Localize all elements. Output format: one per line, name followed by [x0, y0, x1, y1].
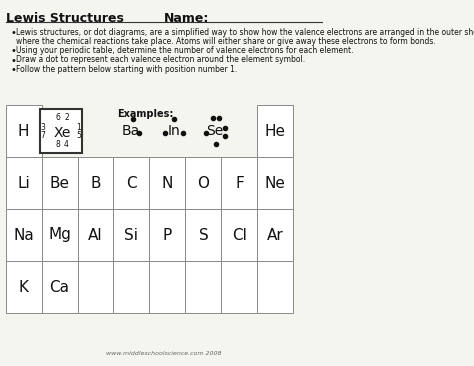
Bar: [113, 261, 149, 313]
Bar: [257, 261, 293, 313]
Text: Ar: Ar: [267, 228, 284, 243]
Bar: [78, 157, 113, 209]
Bar: [113, 209, 149, 261]
Bar: [185, 209, 221, 261]
Text: B: B: [90, 176, 101, 190]
Bar: [221, 261, 257, 313]
Text: Al: Al: [88, 228, 103, 243]
Text: Na: Na: [13, 228, 34, 243]
Bar: [6, 261, 42, 313]
Bar: [185, 261, 221, 313]
Bar: [40, 109, 82, 153]
Text: •: •: [10, 46, 16, 56]
Text: Se: Se: [207, 124, 224, 138]
Bar: [78, 209, 113, 261]
Text: P: P: [163, 228, 172, 243]
Text: H: H: [18, 123, 29, 138]
Text: 6: 6: [55, 113, 61, 122]
Text: In: In: [167, 124, 180, 138]
Text: Draw a dot to represent each valence electron around the element symbol.: Draw a dot to represent each valence ele…: [16, 56, 305, 64]
Text: 5: 5: [76, 131, 82, 141]
Text: 7: 7: [40, 131, 46, 141]
Bar: [221, 157, 257, 209]
Text: C: C: [126, 176, 137, 190]
Bar: [42, 261, 78, 313]
Text: Examples:: Examples:: [117, 109, 173, 119]
Bar: [257, 157, 293, 209]
Bar: [6, 105, 42, 157]
Text: He: He: [265, 123, 286, 138]
Bar: [6, 209, 42, 261]
Bar: [113, 157, 149, 209]
Text: •: •: [10, 56, 16, 66]
Bar: [149, 157, 185, 209]
Text: Cl: Cl: [232, 228, 247, 243]
Bar: [221, 209, 257, 261]
Text: O: O: [198, 176, 210, 190]
Text: Li: Li: [17, 176, 30, 190]
Text: www.middleschoolscience.com 2008: www.middleschoolscience.com 2008: [106, 351, 222, 356]
Text: Si: Si: [125, 228, 138, 243]
Bar: [6, 157, 42, 209]
Bar: [149, 261, 185, 313]
Text: K: K: [18, 280, 28, 295]
Text: Follow the pattern below starting with position number 1.: Follow the pattern below starting with p…: [16, 65, 237, 74]
Text: •: •: [10, 28, 16, 38]
Bar: [257, 105, 293, 157]
Text: where the chemical reactions take place. Atoms will either share or give away th: where the chemical reactions take place.…: [16, 37, 436, 45]
Text: Be: Be: [49, 176, 70, 190]
Bar: [185, 157, 221, 209]
Text: Xe: Xe: [54, 126, 71, 140]
Bar: [149, 209, 185, 261]
Text: 3: 3: [40, 123, 46, 132]
Bar: [42, 209, 78, 261]
Text: •: •: [10, 65, 16, 75]
Text: Lewis structures, or dot diagrams, are a simplified way to show how the valence : Lewis structures, or dot diagrams, are a…: [16, 28, 474, 37]
Text: 8: 8: [56, 140, 61, 149]
Bar: [78, 261, 113, 313]
Bar: [42, 157, 78, 209]
Text: Lewis Structures: Lewis Structures: [6, 12, 123, 25]
Text: Using your periodic table, determine the number of valence electrons for each el: Using your periodic table, determine the…: [16, 46, 354, 55]
Text: Ne: Ne: [265, 176, 286, 190]
Text: 1: 1: [76, 123, 81, 132]
Text: 2: 2: [64, 113, 69, 122]
Text: Mg: Mg: [48, 228, 71, 243]
Text: Ca: Ca: [49, 280, 70, 295]
Text: S: S: [199, 228, 209, 243]
Bar: [257, 209, 293, 261]
Text: N: N: [162, 176, 173, 190]
Text: Ba: Ba: [122, 124, 140, 138]
Text: 4: 4: [64, 140, 69, 149]
Text: F: F: [235, 176, 244, 190]
Text: Name:: Name:: [164, 12, 210, 25]
